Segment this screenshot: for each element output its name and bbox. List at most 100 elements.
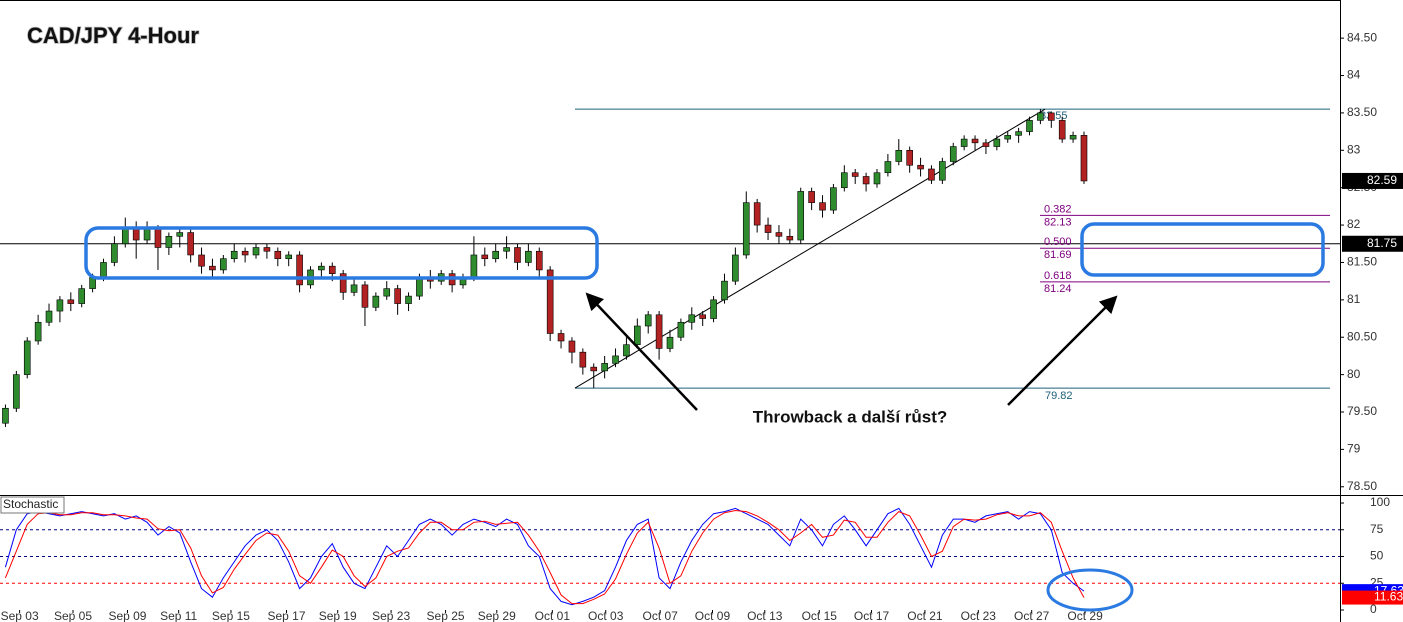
candle-body — [644, 314, 652, 327]
candle-body — [100, 262, 107, 278]
x-tick-label: Oct 07 — [643, 609, 679, 622]
y-tick-label: 75 — [1370, 522, 1384, 536]
candle-body — [971, 138, 979, 144]
x-tick-label: Sep 09 — [108, 609, 146, 622]
arrow-right — [1007, 295, 1118, 406]
fib-price: 81.69 — [1044, 249, 1072, 261]
candle-body — [895, 149, 903, 162]
candle-body — [939, 161, 946, 181]
candle-body — [45, 310, 53, 323]
x-tick-label: Sep 19 — [319, 609, 357, 622]
candle-body — [851, 172, 859, 177]
candle-body — [252, 247, 260, 256]
y-tick-label: 83.50 — [1347, 105, 1377, 119]
fib-ratio: 0.500 — [1044, 236, 1072, 248]
candle-body — [579, 351, 587, 368]
swing-low-label: 79.82 — [1045, 390, 1073, 402]
x-tick-label: Oct 27 — [1014, 609, 1050, 622]
candle-body — [492, 250, 499, 260]
candle-body — [503, 247, 510, 252]
candle-body — [67, 299, 75, 304]
candle-body — [187, 232, 194, 256]
candle-body — [209, 265, 216, 271]
candle-body — [111, 243, 118, 263]
candle-body — [753, 202, 761, 226]
price-panel: 84.508483.508382.508281.508180.508079.50… — [0, 30, 1403, 493]
candle-body — [862, 176, 870, 185]
candle-body — [688, 314, 696, 323]
indicator-title: Stochastic — [3, 497, 58, 511]
stochastic-line — [4, 509, 1085, 605]
candle-body — [535, 250, 543, 271]
candle-body — [993, 138, 1001, 147]
candle-body — [601, 363, 608, 372]
x-tick-label: Oct 21 — [907, 609, 943, 622]
candle-body — [1015, 131, 1022, 136]
candle-body — [23, 340, 31, 375]
target-box — [1080, 222, 1325, 277]
candle-body — [13, 374, 20, 409]
x-tick-label: Oct 29 — [1067, 609, 1103, 622]
x-tick-label: Oct 23 — [961, 609, 997, 622]
candle-body — [241, 250, 249, 256]
candle-body — [220, 258, 227, 271]
candle-body — [198, 254, 205, 267]
x-tick-label: Sep 03 — [1, 609, 39, 622]
last-price-box — [1342, 172, 1403, 189]
candle-body — [296, 254, 303, 286]
fib-price: 81.24 — [1044, 283, 1072, 295]
candle-body — [634, 325, 641, 346]
x-tick-label: Sep 05 — [54, 609, 92, 622]
y-tick-label: 81 — [1347, 292, 1361, 306]
candle-body — [830, 187, 837, 211]
candle-body — [841, 172, 848, 188]
x-tick-label: Oct 01 — [535, 609, 571, 622]
candle-body — [764, 224, 772, 233]
candle-body — [775, 232, 783, 237]
candle-body — [416, 277, 423, 297]
candle-body — [546, 269, 554, 334]
candle-body — [514, 247, 521, 263]
candle-body — [383, 288, 391, 297]
candle-body — [1004, 135, 1012, 140]
candle-body — [470, 254, 478, 278]
candle-body — [612, 355, 619, 364]
candle-body — [699, 314, 706, 319]
y-tick-label: 100 — [1370, 495, 1390, 509]
hline-price-box — [1342, 235, 1403, 252]
candle-body — [677, 321, 685, 338]
last-price-label: 82.59 — [1367, 173, 1397, 187]
x-tick-label: Oct 03 — [588, 609, 624, 622]
candle-body — [917, 164, 924, 170]
last-value-label: 11.63 — [1374, 590, 1403, 604]
candle-body — [982, 142, 990, 147]
y-tick-label: 82 — [1347, 217, 1361, 231]
candle-body — [1037, 112, 1044, 121]
candle-body — [405, 295, 412, 304]
candle-body — [1026, 120, 1033, 132]
x-tick-label: Oct 09 — [695, 609, 731, 622]
candle-body — [568, 340, 576, 353]
indicator-label-box — [0, 496, 65, 514]
candle-body — [230, 250, 238, 260]
candle-body — [884, 161, 892, 174]
candle-body — [274, 250, 282, 260]
annotation-box — [708, 408, 1020, 472]
candle-body — [78, 288, 86, 304]
candle-body — [928, 168, 935, 181]
x-tick-label: Sep 29 — [478, 609, 516, 622]
hline-price-label: 81.75 — [1367, 236, 1397, 250]
candle-body — [56, 299, 64, 312]
candle-body — [590, 366, 598, 372]
x-tick-label: Sep 11 — [160, 609, 197, 622]
candle-body — [263, 247, 271, 252]
candle-body — [1058, 120, 1066, 140]
candle-body — [176, 232, 184, 237]
candle-body — [481, 254, 489, 260]
candle-body — [361, 284, 369, 308]
y-tick-label: 79 — [1347, 442, 1361, 456]
candle-body — [732, 254, 739, 282]
candle-body — [2, 407, 9, 424]
